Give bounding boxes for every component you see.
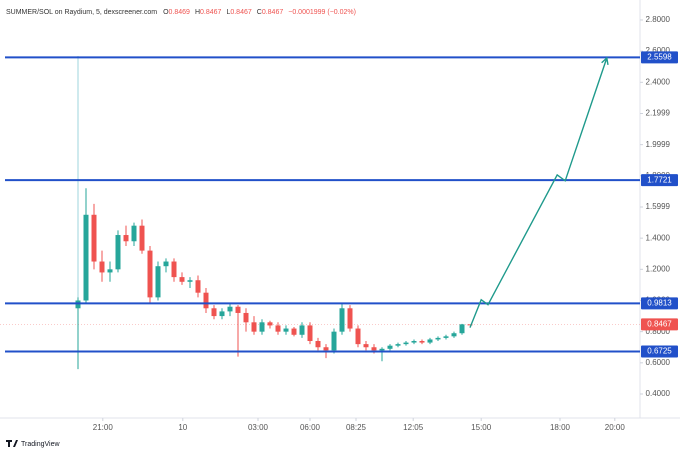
candle-body bbox=[235, 306, 241, 313]
candle-body bbox=[459, 324, 465, 334]
legend-label: H bbox=[195, 9, 200, 16]
legend-change: −0.0001999 (−0.02%) bbox=[288, 9, 356, 16]
candle-body bbox=[115, 235, 121, 270]
candle-body bbox=[179, 277, 185, 282]
candle-body bbox=[219, 311, 225, 317]
chart-title: SUMMER/SOL on Raydium, 5, dexscreener.co… bbox=[6, 9, 157, 16]
brand-logo bbox=[6, 440, 18, 447]
candle-body bbox=[147, 250, 153, 298]
candle-body bbox=[451, 333, 457, 337]
y-tick-label: 0.4000 bbox=[646, 389, 671, 398]
candle-body bbox=[259, 322, 265, 332]
candle-body bbox=[299, 325, 305, 335]
candle-body bbox=[91, 214, 97, 262]
candle-body bbox=[411, 341, 417, 343]
candle-body bbox=[403, 342, 409, 345]
candle-body bbox=[419, 341, 425, 343]
candle-body bbox=[187, 280, 193, 282]
x-tick-label: 15:00 bbox=[471, 423, 492, 432]
legend-value: 0.8467 bbox=[200, 9, 222, 16]
candle-body bbox=[155, 266, 161, 298]
candle-body bbox=[387, 345, 393, 349]
projection-line bbox=[469, 57, 608, 328]
candle-body bbox=[379, 348, 385, 351]
candle-body bbox=[211, 308, 217, 317]
candle-body bbox=[331, 331, 337, 351]
level-box bbox=[641, 51, 678, 64]
candle-body bbox=[339, 308, 345, 332]
candle-body bbox=[323, 347, 329, 351]
candle-body bbox=[203, 292, 209, 309]
candle-body bbox=[355, 328, 361, 345]
brand: TradingView bbox=[6, 440, 60, 448]
candle-body bbox=[307, 325, 313, 342]
y-tick-label: 0.8000 bbox=[646, 327, 671, 336]
x-tick-label: 10 bbox=[178, 423, 187, 432]
x-tick-label: 08:25 bbox=[346, 423, 367, 432]
level-box bbox=[641, 345, 678, 358]
x-tick-label: 21:00 bbox=[93, 423, 114, 432]
candle-body bbox=[283, 328, 289, 332]
candle-body bbox=[443, 336, 449, 338]
level-label: 0.9813 bbox=[647, 299, 672, 308]
candle-body bbox=[123, 235, 129, 242]
y-tick-label: 2.4000 bbox=[646, 77, 671, 86]
candle-body bbox=[195, 280, 201, 293]
header: SUMMER/SOL on Raydium, 5, dexscreener.co… bbox=[6, 9, 356, 16]
candle-body bbox=[467, 324, 473, 326]
candle-body bbox=[371, 347, 377, 351]
x-tick-label: 20:00 bbox=[605, 423, 626, 432]
candle-body bbox=[427, 339, 433, 343]
x-tick-label: 18:00 bbox=[550, 423, 571, 432]
candle-body bbox=[99, 261, 105, 273]
candle-body bbox=[267, 322, 273, 326]
projection-arrowhead bbox=[601, 56, 609, 66]
candle-body bbox=[139, 225, 145, 251]
last-price-label: 0.8467 bbox=[647, 319, 672, 328]
brand-name: TradingView bbox=[21, 441, 60, 448]
candle-body bbox=[131, 225, 137, 242]
legend-value: 0.8469 bbox=[169, 9, 191, 16]
y-tick-label: 2.1999 bbox=[646, 109, 671, 118]
legend-label: O bbox=[163, 9, 169, 16]
level-box bbox=[641, 174, 678, 187]
y-tick-label: 1.4000 bbox=[646, 233, 671, 242]
x-tick-label: 06:00 bbox=[300, 423, 321, 432]
candle-body bbox=[315, 341, 321, 348]
y-tick-label: 1.5999 bbox=[646, 202, 671, 211]
legend-label: C bbox=[257, 9, 262, 16]
candle-body bbox=[275, 325, 281, 332]
candle-body bbox=[243, 312, 249, 323]
candle-body bbox=[227, 306, 233, 312]
y-tick-label: 1.2000 bbox=[646, 264, 671, 273]
candle-body bbox=[363, 344, 369, 348]
y-tick-label: 0.6000 bbox=[646, 358, 671, 367]
candle-body bbox=[171, 261, 177, 278]
legend-value: 0.8467 bbox=[262, 9, 284, 16]
level-label: 2.5598 bbox=[647, 53, 672, 62]
x-tick-label: 03:00 bbox=[248, 423, 269, 432]
level-label: 1.7721 bbox=[647, 175, 672, 184]
y-tick-label: 2.8000 bbox=[646, 15, 671, 24]
x-tick-label: 12:05 bbox=[403, 423, 424, 432]
level-label: 0.6725 bbox=[647, 347, 672, 356]
candle-body bbox=[83, 214, 89, 301]
candle-body bbox=[291, 328, 297, 335]
candle-body bbox=[435, 337, 441, 340]
candle-body bbox=[347, 308, 353, 329]
candle-body bbox=[107, 269, 113, 273]
level-box bbox=[641, 297, 678, 310]
candle-body bbox=[395, 344, 401, 346]
candle-body bbox=[163, 261, 169, 267]
candle-body bbox=[251, 322, 257, 332]
y-tick-label: 1.9999 bbox=[646, 140, 671, 149]
legend-value: 0.8467 bbox=[230, 9, 252, 16]
y-tick-label: 2.6000 bbox=[646, 46, 671, 55]
legend-label: L bbox=[226, 9, 230, 16]
last-price-box bbox=[641, 318, 678, 331]
